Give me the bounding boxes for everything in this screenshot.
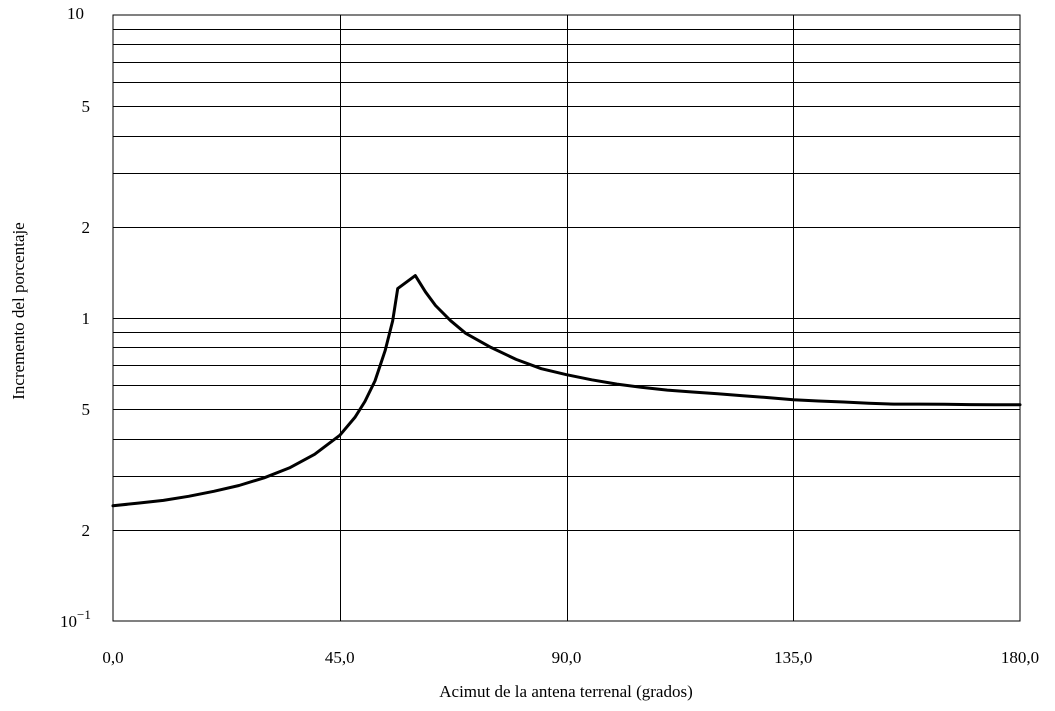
series-line [111,274,1022,508]
x-tick-label: 90,0 [552,648,582,667]
y-axis-title: Incremento del porcentaje [9,222,28,399]
x-tick-label: 135,0 [774,648,812,667]
x-tick-labels: 0,0 45,0 90,0 135,0 180,0 [102,648,1039,667]
x-axis-title: Acimut de la antena terrenal (grados) [439,682,692,701]
x-tick-label: 180,0 [1001,648,1039,667]
y-tick-label: 2 [82,521,91,540]
y-tick-label: 10−1 [60,607,91,631]
y-tick-labels: 10−1 2 5 1 2 5 10 [60,4,91,631]
x-tick-label: 0,0 [102,648,123,667]
y-tick-label: 10 [67,4,84,23]
plot-frame [112,14,1021,622]
y-tick-label: 5 [82,400,91,419]
y-tick-label: 5 [82,97,91,116]
x-tick-label: 45,0 [325,648,355,667]
y-tick-label: 2 [82,218,91,237]
grid-lines [113,15,1020,621]
y-tick-label: 1 [82,309,91,328]
